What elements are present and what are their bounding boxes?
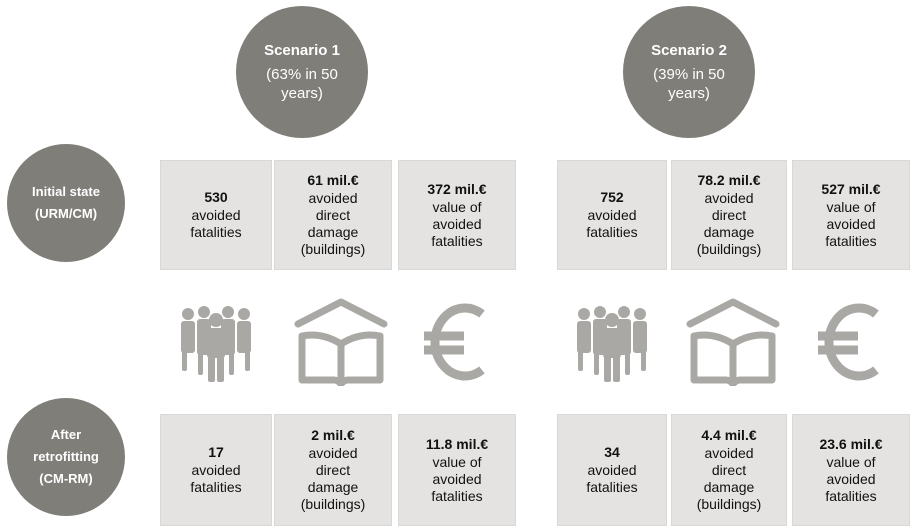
description: avoided direct damage (buildings) xyxy=(300,190,366,257)
row-label-after-line-1: After xyxy=(50,427,82,442)
value: 752 xyxy=(600,189,624,205)
s2-initial-value-box: 527 mil.€ value of avoided fatalities xyxy=(792,160,910,270)
scenario-2-title: Scenario 2 xyxy=(651,41,727,59)
s1-after-value-box: 11.8 mil.€ value of avoided fatalities xyxy=(398,414,516,526)
value: 372 mil.€ xyxy=(427,180,487,197)
people-group-icon xyxy=(181,306,251,382)
euro-icon xyxy=(424,303,485,381)
euro-icon xyxy=(818,303,879,381)
s1-after-fatalities-box: 17 avoided fatalities xyxy=(160,414,272,526)
value: 4.4 mil.€ xyxy=(701,427,757,443)
row-label-initial-line-1: Initial state xyxy=(32,184,100,199)
s1-initial-damage-box: 61 mil.€ avoided direct damage (building… xyxy=(274,160,392,270)
description: avoided direct damage (buildings) xyxy=(300,445,366,512)
description: value of avoided fatalities xyxy=(825,453,877,504)
description: value of avoided fatalities xyxy=(825,198,877,249)
value: 61 mil.€ xyxy=(307,172,359,188)
description: value of avoided fatalities xyxy=(431,198,483,249)
description: avoided fatalities xyxy=(190,207,242,240)
s2-after-fatalities-box: 34 avoided fatalities xyxy=(557,414,667,526)
row-label-initial-line-2: (URM/CM) xyxy=(34,206,98,221)
value: 34 xyxy=(604,444,620,460)
s1-initial-value-box: 372 mil.€ value of avoided fatalities xyxy=(398,160,516,270)
scenario-1-subtitle: (63% in 50 years) xyxy=(266,65,338,102)
house-book-icon xyxy=(686,298,780,386)
description: avoided direct damage (buildings) xyxy=(696,445,762,512)
value: 17 xyxy=(208,444,224,460)
s1-after-damage-box: 2 mil.€ avoided direct damage (buildings… xyxy=(274,414,392,526)
s1-initial-fatalities-box: 530 avoided fatalities xyxy=(160,160,272,270)
s2-initial-fatalities-box: 752 avoided fatalities xyxy=(557,160,667,270)
value: 530 xyxy=(204,189,228,205)
description: avoided fatalities xyxy=(586,207,638,240)
description: avoided fatalities xyxy=(586,462,638,495)
value: 11.8 mil.€ xyxy=(425,435,489,452)
scenario-2-circle: Scenario 2 (39% in 50 years) xyxy=(623,6,755,138)
row-label-after-line-3: (CM-RM) xyxy=(39,471,93,486)
row-label-after-retrofitting: After retrofitting (CM-RM) xyxy=(7,398,125,516)
description: avoided direct damage (buildings) xyxy=(696,190,762,257)
description: value of avoided fatalities xyxy=(431,453,483,504)
value: 78.2 mil.€ xyxy=(697,172,761,188)
scenario-1-circle: Scenario 1 (63% in 50 years) xyxy=(236,6,368,138)
value: 23.6 mil.€ xyxy=(819,435,883,452)
house-book-icon xyxy=(294,298,388,386)
scenario-1-title: Scenario 1 xyxy=(264,41,340,59)
row-label-after-line-2: retrofitting xyxy=(33,449,99,464)
scenario-2-subtitle: (39% in 50 years) xyxy=(653,65,725,102)
people-group-icon xyxy=(577,306,647,382)
s2-initial-damage-box: 78.2 mil.€ avoided direct damage (buildi… xyxy=(671,160,787,270)
s2-after-value-box: 23.6 mil.€ value of avoided fatalities xyxy=(792,414,910,526)
value: 2 mil.€ xyxy=(311,427,355,443)
description: avoided fatalities xyxy=(190,462,242,495)
s2-after-damage-box: 4.4 mil.€ avoided direct damage (buildin… xyxy=(671,414,787,526)
row-label-initial-state: Initial state (URM/CM) xyxy=(7,144,125,262)
value: 527 mil.€ xyxy=(821,180,881,197)
